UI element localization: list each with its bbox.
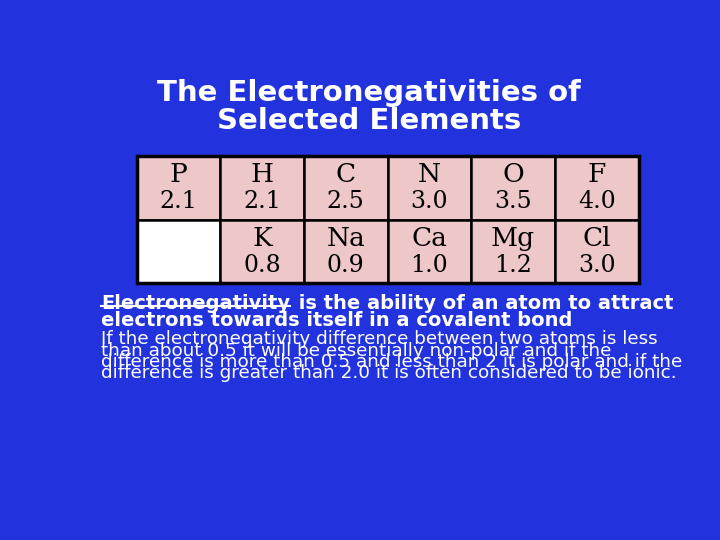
Text: difference is greater than 2.0 it is often considered to be ionic.: difference is greater than 2.0 it is oft… xyxy=(101,364,677,382)
Text: than about 0.5 it will be essentially non-polar and if the: than about 0.5 it will be essentially no… xyxy=(101,341,611,360)
Text: The Electronegativities of: The Electronegativities of xyxy=(157,79,581,107)
Text: O: O xyxy=(503,163,524,187)
Bar xyxy=(304,156,387,220)
Text: 1.2: 1.2 xyxy=(494,254,532,277)
Text: 1.0: 1.0 xyxy=(410,254,449,277)
Text: C: C xyxy=(336,163,356,187)
Text: 0.9: 0.9 xyxy=(327,254,364,277)
Bar xyxy=(387,156,472,220)
Bar xyxy=(220,156,304,220)
Text: K: K xyxy=(252,226,272,251)
Bar xyxy=(555,156,639,220)
Text: F: F xyxy=(588,163,606,187)
Text: is the ability of an atom to attract: is the ability of an atom to attract xyxy=(292,294,673,313)
Text: H: H xyxy=(251,163,274,187)
Text: P: P xyxy=(169,163,187,187)
Text: electrons towards itself in a covalent bond: electrons towards itself in a covalent b… xyxy=(101,311,572,330)
Bar xyxy=(387,220,472,284)
Text: N: N xyxy=(418,163,441,187)
Text: Cl: Cl xyxy=(582,226,611,251)
Text: 2.1: 2.1 xyxy=(243,190,281,213)
Text: 3.5: 3.5 xyxy=(495,190,532,213)
Text: If the electronegativity difference between two atoms is less: If the electronegativity difference betw… xyxy=(101,330,657,348)
Bar xyxy=(555,220,639,284)
Text: 0.8: 0.8 xyxy=(243,254,281,277)
Bar xyxy=(137,156,639,284)
Bar xyxy=(472,156,555,220)
Text: Ca: Ca xyxy=(412,226,447,251)
Text: difference is more than 0.5 and less than 2 it is polar and if the: difference is more than 0.5 and less tha… xyxy=(101,353,682,370)
Text: 3.0: 3.0 xyxy=(578,254,616,277)
Text: Electronegativity: Electronegativity xyxy=(101,294,290,313)
Text: 4.0: 4.0 xyxy=(578,190,616,213)
Bar xyxy=(137,220,220,284)
Bar xyxy=(137,156,220,220)
Text: 2.5: 2.5 xyxy=(327,190,364,213)
Text: Mg: Mg xyxy=(491,226,535,251)
Bar xyxy=(304,220,387,284)
Text: 3.0: 3.0 xyxy=(410,190,449,213)
Bar xyxy=(220,220,304,284)
Text: Na: Na xyxy=(326,226,365,251)
Text: Selected Elements: Selected Elements xyxy=(217,107,521,135)
Bar xyxy=(472,220,555,284)
Text: 2.1: 2.1 xyxy=(159,190,197,213)
